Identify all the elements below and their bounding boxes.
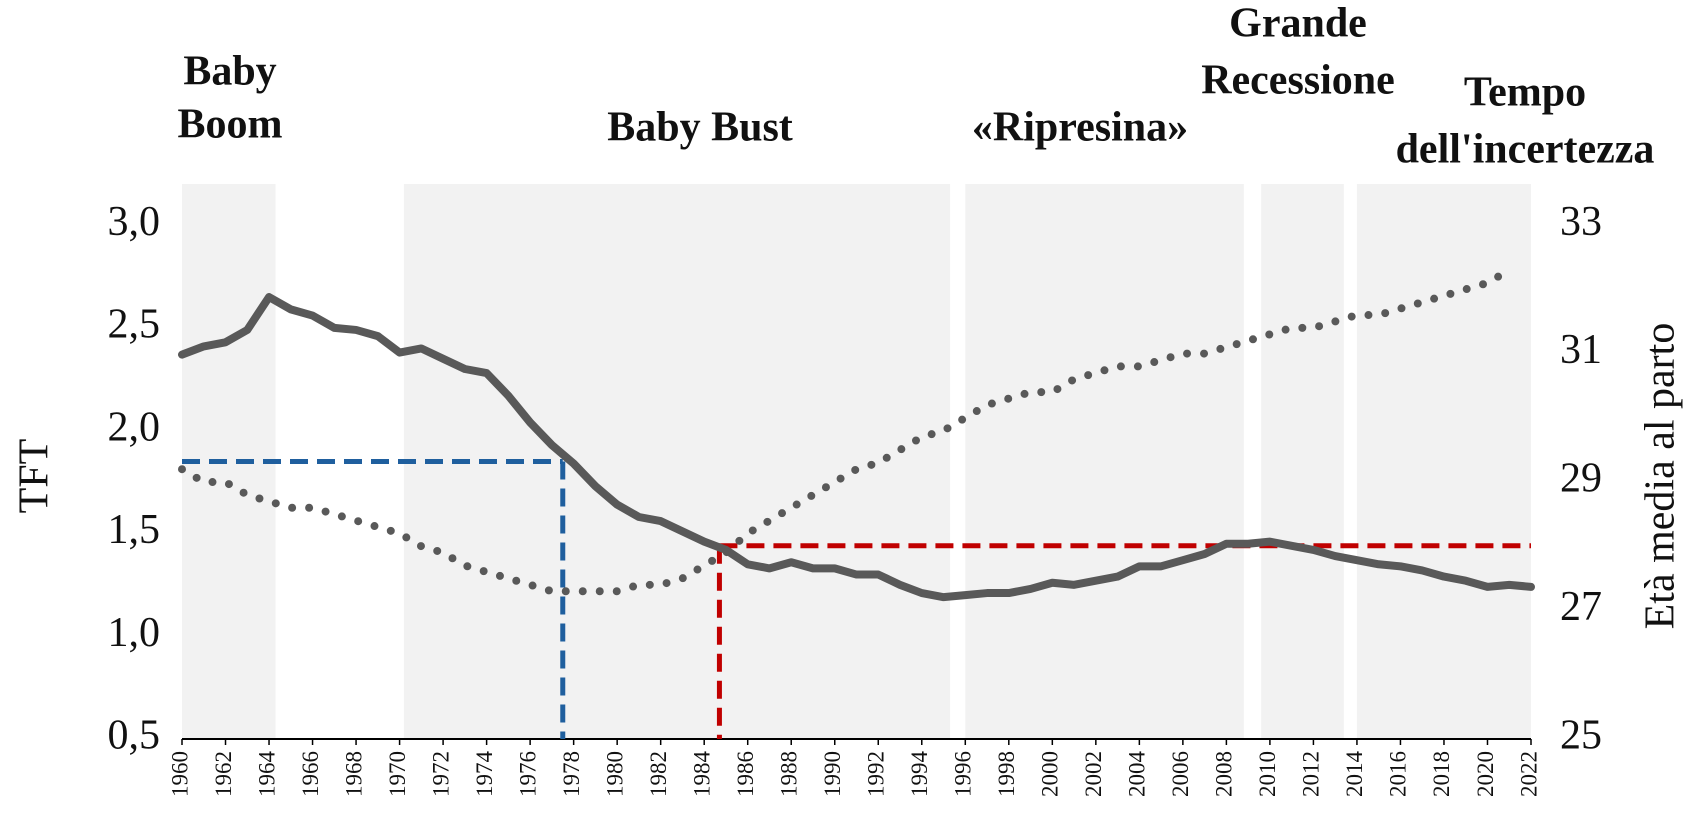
x-tick-label: 2012 [1299,751,1324,797]
x-tick-label: 1990 [820,751,845,797]
y2-tick-label: 27 [1560,584,1602,630]
x-tick-label: 1974 [472,751,497,798]
x-tick-label: 1962 [211,751,236,797]
x-tick-label: 1988 [777,751,802,797]
period-band [965,184,1244,739]
period-label: «Ripresina» [972,105,1188,151]
y-tick-label: 1,0 [108,610,161,656]
period-label: dell'incertezza [1396,127,1655,173]
x-tick-label: 1980 [602,751,627,797]
x-tick-label: 1968 [341,751,366,797]
y-axis-title: TFT [12,439,58,514]
y2-tick-label: 29 [1560,456,1602,502]
period-band [1261,184,1344,739]
x-tick-label: 1998 [994,751,1019,797]
y2-tick-label: 25 [1560,713,1602,759]
x-tick-label: 2008 [1212,751,1237,797]
x-tick-label: 2020 [1473,751,1498,797]
x-tick-label: 1966 [298,751,323,797]
series-line [178,266,1514,596]
y-tick-label: 0,5 [108,713,161,759]
x-tick-label: 1984 [689,751,714,798]
x-tick-label: 2006 [1168,751,1193,797]
x-tick-label: 2010 [1255,751,1280,797]
x-tick-label: 2000 [1038,751,1063,797]
x-tick-label: 1978 [559,751,584,797]
y2-axis-title: Età media al parto [1638,323,1684,630]
y-tick-label: 3,0 [108,199,161,245]
x-tick-label: 1996 [951,751,976,797]
x-tick-label: 1982 [646,751,671,797]
x-tick-label: 1992 [864,751,889,797]
period-label: Grande [1229,1,1367,47]
x-tick-label: 2002 [1081,751,1106,797]
x-tick-label: 1986 [733,751,758,797]
series-line [178,293,1535,602]
x-tick-label: 1970 [385,751,410,797]
period-label: Baby [183,49,276,95]
x-tick-label: 2004 [1125,751,1150,798]
x-tick-label: 2018 [1429,751,1454,797]
y2-tick-label: 33 [1560,199,1602,245]
period-label: Tempo [1464,70,1586,116]
y-tick-label: 1,5 [108,507,161,553]
period-label: Boom [178,102,283,148]
y2-tick-label: 31 [1560,327,1602,373]
x-tick-label: 1972 [428,751,453,797]
x-tick-label: 1960 [167,751,192,797]
x-tick-label: 2014 [1342,751,1367,798]
y-tick-label: 2,5 [108,302,161,348]
x-tick-label: 1994 [907,751,932,798]
period-label: Baby Bust [607,105,793,151]
period-band [1356,184,1531,739]
x-tick-label: 1976 [515,751,540,797]
x-tick-label: 2016 [1386,751,1411,797]
period-label: Recessione [1201,58,1395,104]
x-tick-label: 1964 [254,751,279,798]
x-tick-label: 2022 [1516,751,1541,797]
y-tick-label: 2,0 [108,404,161,450]
